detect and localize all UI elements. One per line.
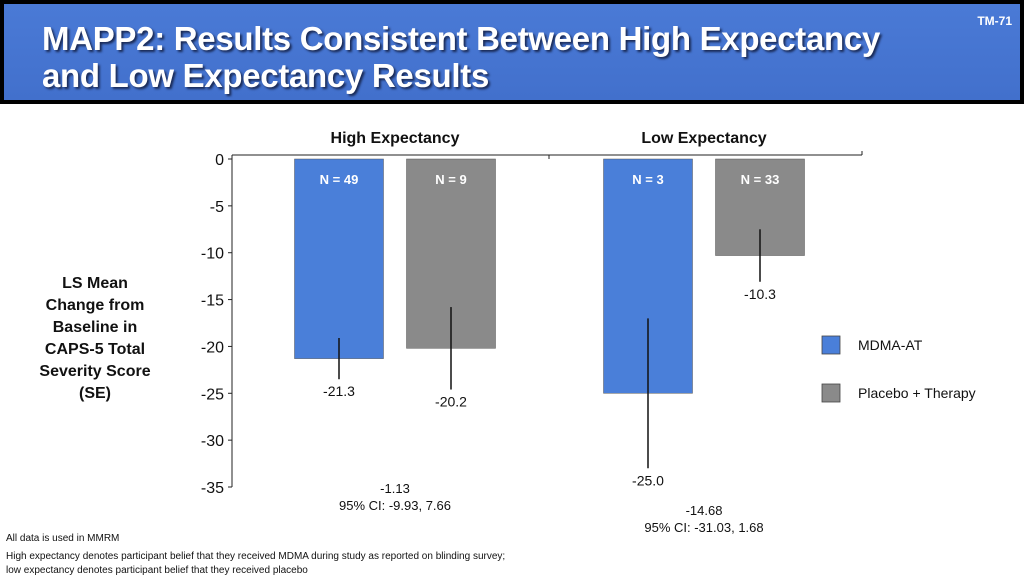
difference-ci: 95% CI: -9.93, 7.66 (339, 498, 451, 513)
y-axis-label-line: LS Mean (62, 275, 128, 292)
slide-id: TM-71 (977, 14, 1012, 28)
bar-mdma-at (294, 158, 384, 359)
slide-header: MAPP2: Results Consistent Between High E… (0, 0, 1024, 104)
value-label: -25.0 (632, 472, 664, 488)
y-tick-label: -25 (201, 386, 224, 403)
y-tick-label: -5 (210, 199, 224, 216)
y-axis-label-line: Severity Score (39, 363, 151, 380)
slide-title: MAPP2: Results Consistent Between High E… (42, 20, 880, 94)
n-label: N = 3 (632, 172, 663, 187)
footnote-2: High expectancy denotes participant beli… (6, 551, 506, 562)
n-label: N = 33 (741, 172, 780, 187)
y-tick-label: -35 (201, 480, 224, 497)
n-label: N = 49 (320, 172, 359, 187)
title-banner: MAPP2: Results Consistent Between High E… (4, 4, 1020, 100)
difference-value: -14.68 (686, 503, 723, 518)
category-label: Low Expectancy (641, 130, 766, 147)
y-axis-label: LS Mean Change from Baseline in CAPS-5 Tota… (20, 273, 170, 405)
difference-ci: 95% CI: -31.03, 1.68 (644, 520, 763, 535)
legend-swatch (821, 335, 841, 355)
title-line-1: MAPP2: Results Consistent Between High E… (42, 20, 880, 57)
n-label: N = 9 (435, 172, 466, 187)
y-axis-label-line: CAPS-5 Total (44, 341, 146, 358)
legend-label: MDMA-AT (858, 337, 923, 353)
legend-swatch (821, 383, 841, 403)
difference-value: -1.13 (380, 481, 410, 496)
y-tick-label: -20 (201, 339, 224, 356)
footnote-3: low expectancy denotes participant belie… (6, 565, 308, 576)
legend-label: Placebo + Therapy (858, 385, 976, 401)
title-line-2: and Low Expectancy Results (42, 57, 489, 94)
y-axis-label-line: Baseline in (52, 319, 138, 336)
y-tick-label: -15 (201, 293, 224, 310)
y-tick-label: -10 (201, 246, 224, 263)
y-axis-label-line: Change from (45, 297, 145, 314)
footnote-1: All data is used in MMRM (6, 533, 120, 544)
value-label: -21.3 (323, 383, 355, 399)
category-label: High Expectancy (331, 130, 460, 147)
value-label: -20.2 (435, 394, 467, 410)
y-tick-label: -30 (201, 433, 224, 450)
y-tick-label: 0 (215, 152, 224, 169)
value-label: -10.3 (744, 286, 776, 302)
y-axis-label-line: (SE) (79, 385, 111, 402)
